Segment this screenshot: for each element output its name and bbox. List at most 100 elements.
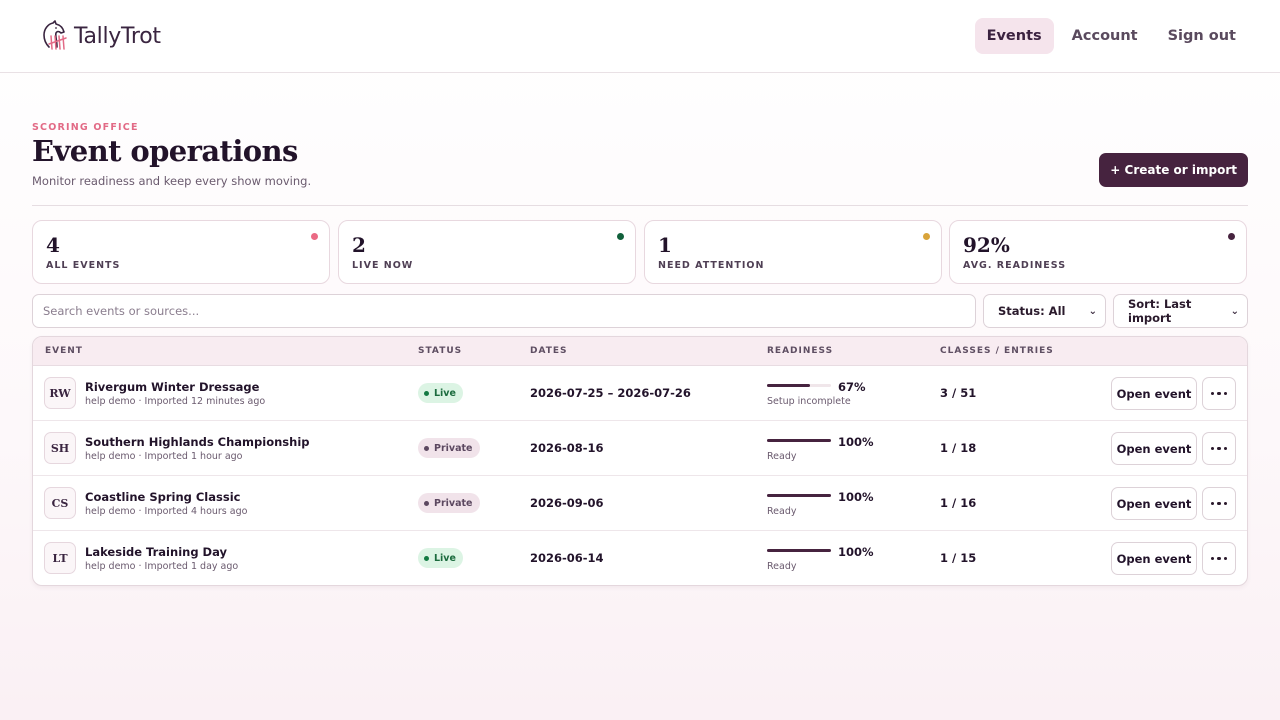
- column-header-dates[interactable]: DATES: [530, 346, 568, 356]
- column-header-event[interactable]: EVENT: [45, 346, 83, 356]
- ellipsis-icon: [1210, 446, 1215, 451]
- ellipsis-icon: [1217, 391, 1221, 396]
- brand[interactable]: TallyTrot: [40, 20, 161, 52]
- open-event-button[interactable]: Open event: [1111, 432, 1197, 465]
- status-badge: Private: [418, 438, 480, 458]
- search-input[interactable]: [32, 294, 976, 328]
- readiness-bar-fill: [767, 494, 831, 497]
- nav-events[interactable]: Events: [974, 18, 1054, 54]
- sort-value: Sort: Last import: [1128, 297, 1192, 325]
- event-dates: 2026-08-16: [530, 441, 604, 455]
- classes-entries: 1 / 15: [940, 551, 977, 565]
- ellipsis-icon: [1210, 391, 1215, 396]
- event-meta: help demo · Imported 12 minutes ago: [85, 396, 266, 407]
- readiness-bar: [767, 384, 831, 387]
- sort-select[interactable]: Sort: Last import ⌄: [1113, 294, 1248, 328]
- column-header-status[interactable]: STATUS: [418, 346, 463, 356]
- nav-account[interactable]: Account: [1071, 28, 1138, 44]
- event-dates: 2026-07-25 – 2026-07-26: [530, 386, 691, 400]
- event-name[interactable]: Coastline Spring Classic: [85, 490, 241, 504]
- event-avatar: CS: [44, 487, 76, 519]
- classes-entries: 3 / 51: [940, 386, 977, 400]
- status-filter-value: Status: All: [998, 304, 1066, 318]
- event-name[interactable]: Rivergum Winter Dressage: [85, 380, 260, 394]
- main-nav: Events Account Sign out: [974, 18, 1248, 54]
- status-filter-select[interactable]: Status: All ⌄: [983, 294, 1106, 328]
- status-dot-icon: [424, 445, 429, 451]
- event-name[interactable]: Southern Highlands Championship: [85, 435, 310, 449]
- status-dot-icon: [424, 500, 429, 506]
- classes-entries: 1 / 16: [940, 496, 977, 510]
- status-badge-label: Live: [434, 552, 456, 564]
- readiness-percent: 67%: [838, 380, 866, 394]
- readiness-percent: 100%: [838, 545, 874, 559]
- ellipsis-icon: [1223, 556, 1228, 561]
- status-dot-icon: [424, 390, 429, 396]
- stat-value: 1: [658, 233, 672, 257]
- readiness-bar: [767, 549, 831, 552]
- event-name[interactable]: Lakeside Training Day: [85, 545, 228, 559]
- readiness-bar: [767, 439, 831, 442]
- open-event-button[interactable]: Open event: [1111, 487, 1197, 520]
- readiness-percent: 100%: [838, 490, 874, 504]
- status-dot-icon: [1228, 233, 1235, 240]
- more-options-button[interactable]: [1202, 487, 1236, 520]
- column-header-classes-entries[interactable]: CLASSES / ENTRIES: [940, 346, 1054, 356]
- status-badge-label: Private: [434, 442, 473, 454]
- status-dot-icon: [617, 233, 624, 240]
- stat-label: AVG. READINESS: [963, 260, 1067, 271]
- event-meta: help demo · Imported 1 hour ago: [85, 451, 243, 462]
- readiness-bar-fill: [767, 384, 810, 387]
- more-options-button[interactable]: [1202, 377, 1236, 410]
- table-row[interactable]: SH Southern Highlands Championship help …: [33, 421, 1247, 476]
- page-subtitle: Monitor readiness and keep every show mo…: [32, 174, 312, 188]
- event-avatar: LT: [44, 542, 76, 574]
- events-table: EVENT STATUS DATES READINESS CLASSES / E…: [32, 336, 1248, 586]
- column-header-readiness[interactable]: READINESS: [767, 346, 834, 356]
- chevron-down-icon: ⌄: [1230, 305, 1239, 317]
- readiness-bar: [767, 494, 831, 497]
- stat-card-avg-readiness: 92% AVG. READINESS: [949, 220, 1247, 284]
- app-name: TallyTrot: [74, 23, 161, 49]
- readiness-bar-fill: [767, 549, 831, 552]
- table-row[interactable]: RW Rivergum Winter Dressage help demo · …: [33, 366, 1247, 421]
- status-badge-label: Live: [434, 387, 456, 399]
- stat-card-need-attention: 1 NEED ATTENTION: [644, 220, 942, 284]
- stat-value: 2: [352, 233, 366, 257]
- page-title: Event operations: [32, 134, 298, 168]
- table-row[interactable]: LT Lakeside Training Day help demo · Imp…: [33, 531, 1247, 585]
- event-meta: help demo · Imported 4 hours ago: [85, 506, 248, 517]
- ellipsis-icon: [1210, 556, 1215, 561]
- stat-label: ALL EVENTS: [46, 260, 121, 271]
- stat-label: NEED ATTENTION: [658, 260, 765, 271]
- more-options-button[interactable]: [1202, 432, 1236, 465]
- table-row[interactable]: CS Coastline Spring Classic help demo · …: [33, 476, 1247, 531]
- stat-card-live-now: 2 LIVE NOW: [338, 220, 636, 284]
- create-or-import-button[interactable]: + Create or import: [1099, 153, 1248, 187]
- status-badge-label: Private: [434, 497, 473, 509]
- chevron-down-icon: ⌄: [1088, 305, 1097, 317]
- nav-sign-out[interactable]: Sign out: [1167, 28, 1236, 44]
- ellipsis-icon: [1223, 501, 1228, 506]
- readiness-state: Setup incomplete: [767, 396, 851, 407]
- classes-entries: 1 / 18: [940, 441, 977, 455]
- status-badge: Live: [418, 548, 463, 568]
- more-options-button[interactable]: [1202, 542, 1236, 575]
- readiness-state: Ready: [767, 506, 797, 517]
- status-dot-icon: [923, 233, 930, 240]
- stat-label: LIVE NOW: [352, 260, 414, 271]
- open-event-button[interactable]: Open event: [1111, 542, 1197, 575]
- event-meta: help demo · Imported 1 day ago: [85, 561, 239, 572]
- open-event-button[interactable]: Open event: [1111, 377, 1197, 410]
- event-avatar: RW: [44, 377, 76, 409]
- status-badge: Live: [418, 383, 463, 403]
- event-avatar: SH: [44, 432, 76, 464]
- header-divider: [32, 205, 1248, 206]
- ellipsis-icon: [1223, 446, 1228, 451]
- ellipsis-icon: [1217, 446, 1221, 451]
- ellipsis-icon: [1217, 556, 1221, 561]
- horse-head-tally-icon: [40, 20, 68, 52]
- status-dot-icon: [424, 555, 429, 561]
- ellipsis-icon: [1223, 391, 1228, 396]
- readiness-percent: 100%: [838, 435, 874, 449]
